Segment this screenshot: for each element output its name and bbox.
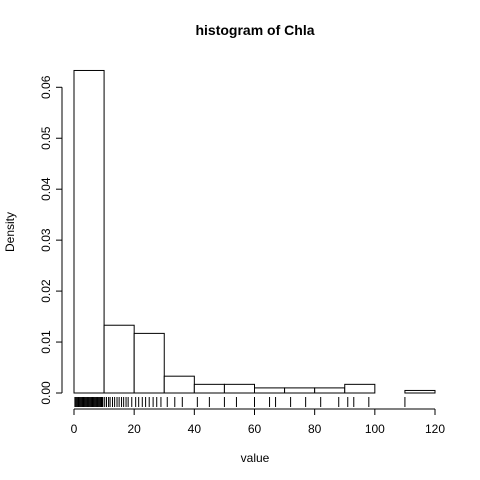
histogram-bar: [284, 387, 316, 394]
y-tick-label: 0.04: [39, 177, 53, 201]
y-tick-label: 0.03: [39, 228, 53, 252]
x-tick-label: 100: [365, 422, 385, 436]
y-tick-label: 0.02: [39, 279, 53, 303]
y-axis: 0.00 0.01 0.02 0.03 0.04 0.05 0.06: [39, 75, 63, 405]
histogram-bar: [133, 332, 165, 394]
histogram-bar: [163, 375, 195, 394]
histogram-bar: [314, 387, 346, 394]
x-tick-label: 40: [188, 422, 202, 436]
bars-group: [73, 69, 436, 394]
histogram-bar: [404, 389, 436, 394]
histogram-bar: [103, 324, 135, 394]
x-tick-label: 20: [127, 422, 141, 436]
y-axis-label: Density: [3, 212, 17, 252]
histogram-bar: [73, 69, 105, 394]
x-tick-label: 120: [425, 422, 445, 436]
chart-title: histogram of Chla: [195, 22, 314, 38]
y-tick-label: 0.01: [39, 330, 53, 354]
x-tick-label: 0: [71, 422, 78, 436]
y-tick-label: 0.00: [39, 381, 53, 405]
rug-group: [74, 397, 406, 407]
x-axis: 0 20 40 60 80 100 120: [71, 408, 445, 436]
x-axis-label: value: [241, 451, 270, 465]
y-tick-label: 0.06: [39, 75, 53, 99]
histogram-bar: [193, 383, 225, 394]
histogram-bar: [223, 383, 256, 394]
histogram-bar: [254, 387, 286, 394]
x-tick-label: 80: [308, 422, 322, 436]
y-tick-label: 0.05: [39, 126, 53, 150]
histogram-bar: [344, 383, 376, 394]
x-tick-label: 60: [248, 422, 262, 436]
